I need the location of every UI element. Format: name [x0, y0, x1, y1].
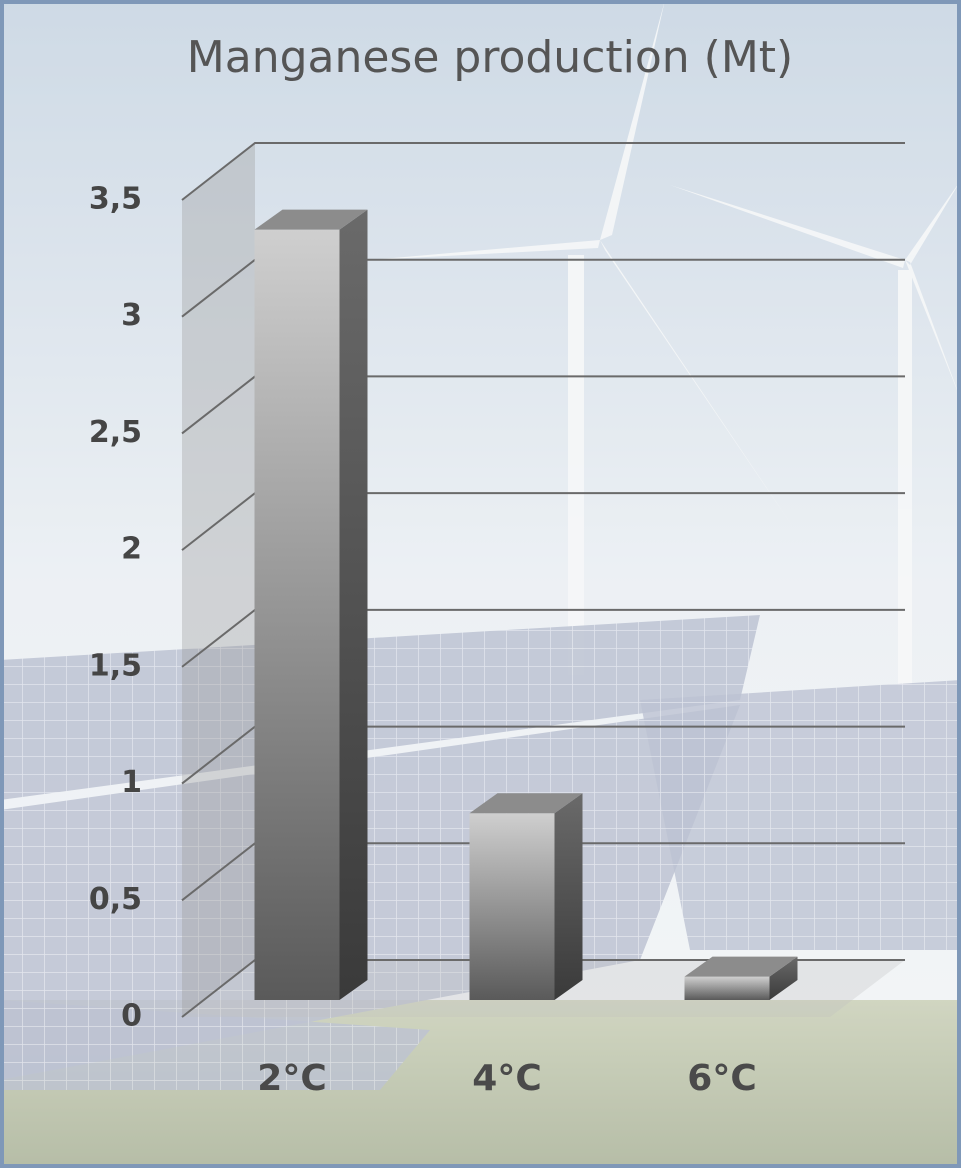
bar-side: [339, 209, 368, 1000]
bar: [469, 793, 583, 1000]
bar-front: [254, 229, 340, 1000]
grid-line: [181, 142, 905, 201]
y-tick-label: 0,5: [89, 882, 142, 917]
y-tick-label: 2: [121, 532, 142, 567]
y-tick-label: 3,5: [89, 182, 142, 217]
y-tick-label: 1: [121, 765, 142, 800]
bar-front: [469, 813, 555, 1000]
bar-side: [554, 793, 583, 1000]
y-tick-label: 3: [121, 298, 142, 333]
bar: [254, 209, 368, 1000]
x-tick-label: 6°C: [687, 1058, 756, 1099]
side-wall: [182, 143, 255, 1017]
bar: [684, 956, 798, 1000]
bar-front: [684, 976, 770, 1000]
bar-top: [469, 793, 583, 814]
chart-title: Manganese production (Mt): [187, 32, 793, 83]
y-tick-label: 0: [121, 999, 142, 1034]
x-tick-label: 4°C: [472, 1058, 541, 1099]
bar-top: [684, 956, 798, 977]
y-tick-label: 1,5: [89, 648, 142, 683]
bar-side: [769, 956, 798, 1000]
bar-top: [254, 209, 368, 230]
x-tick-label: 2°C: [257, 1058, 326, 1099]
y-tick-label: 2,5: [89, 415, 142, 450]
